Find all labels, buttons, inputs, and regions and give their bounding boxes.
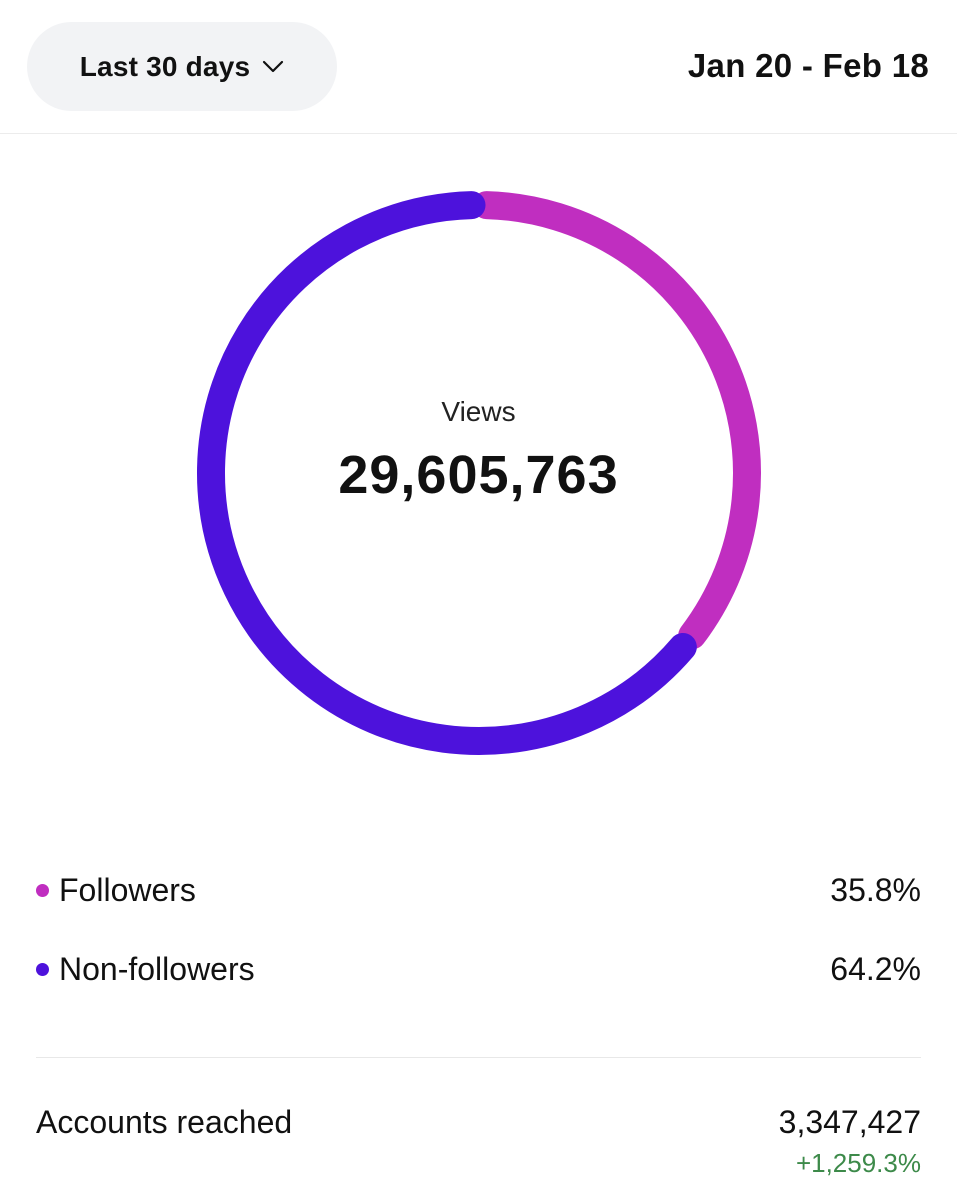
views-value: 29,605,763 xyxy=(338,445,619,505)
legend-value-non-followers: 64.2% xyxy=(830,950,921,987)
top-bar: Last 30 days Jan 20 - Feb 18 xyxy=(0,0,957,134)
accounts-reached-value: 3,347,427 xyxy=(778,1104,921,1140)
legend-row-non-followers: Non-followers 64.2% xyxy=(36,944,921,994)
followers-dot-icon xyxy=(36,883,49,897)
donut-chart-svg xyxy=(197,191,761,755)
non-followers-dot-icon xyxy=(36,962,49,976)
accounts-reached-label: Accounts reached xyxy=(36,1104,293,1140)
date-range-text: Jan 20 - Feb 18 xyxy=(687,47,929,84)
views-donut-chart xyxy=(196,190,762,756)
accounts-reached-change: +1,259.3% xyxy=(795,1148,921,1178)
date-range-dropdown[interactable]: Last 30 days xyxy=(27,22,337,111)
legend-value-followers: 35.8% xyxy=(830,871,921,908)
divider xyxy=(36,1057,921,1058)
views-label: Views xyxy=(441,396,516,427)
chevron-down-icon xyxy=(263,60,284,72)
donut-segment-followers xyxy=(472,191,761,650)
date-range-dropdown-label: Last 30 days xyxy=(79,50,251,82)
donut-segment-non-followers xyxy=(197,191,697,755)
legend-label-followers: Followers xyxy=(59,871,196,908)
legend-row-followers: Followers 35.8% xyxy=(36,865,921,915)
legend-label-non-followers: Non-followers xyxy=(59,950,255,987)
